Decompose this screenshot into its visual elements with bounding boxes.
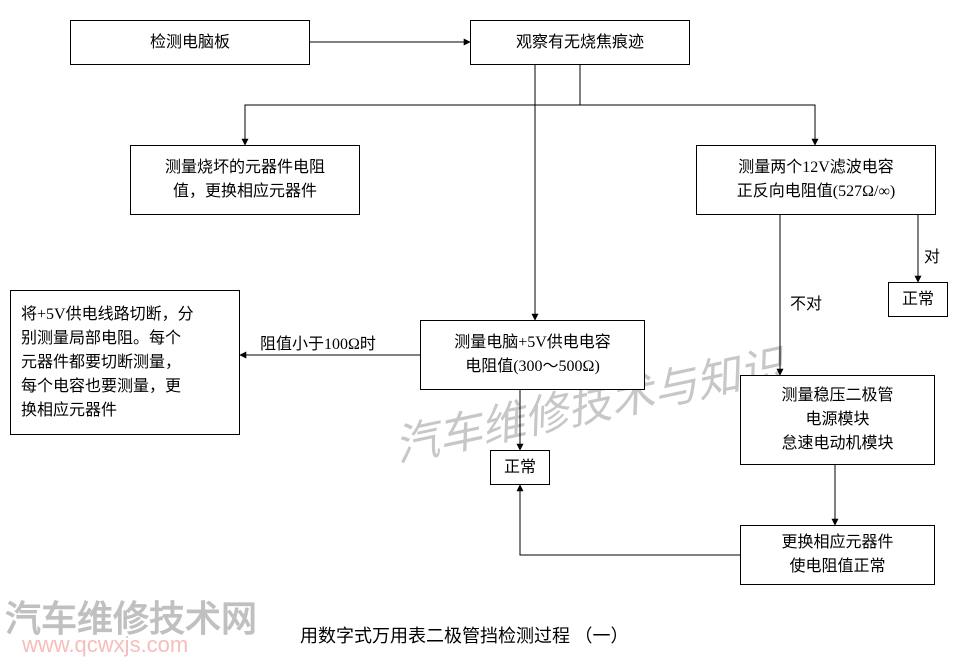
node-text: 测量电脑+5V供电电容 电阻值(300～500Ω) xyxy=(454,331,611,379)
node-cut-5v-line: 将+5V供电线路切断，分 别测量局部电阻。每个 元器件都要切断测量， 每个电容也… xyxy=(10,290,240,435)
edge-label-correct: 对 xyxy=(924,243,940,267)
node-replace-component: 更换相应元器件 使电阻值正常 xyxy=(740,525,935,585)
node-measure-12v-cap: 测量两个12V滤波电容 正反向电阻值(527Ω/∞) xyxy=(696,145,936,215)
node-text: 检测电脑板 xyxy=(150,31,230,55)
edge-label-resistance: 阻值小于100Ω时 xyxy=(260,330,376,354)
edge-n10-n8 xyxy=(520,485,740,555)
node-text: 测量烧坏的元器件电阻 值，更换相应元器件 xyxy=(165,156,325,204)
node-text: 观察有无烧焦痕迹 xyxy=(516,31,644,55)
node-text: 更换相应元器件 使电阻值正常 xyxy=(781,531,893,579)
node-text: 正常 xyxy=(902,288,934,312)
node-measure-5v-cap: 测量电脑+5V供电电容 电阻值(300～500Ω) xyxy=(420,320,645,390)
node-check-board: 检测电脑板 xyxy=(70,20,310,65)
node-text: 正常 xyxy=(504,456,536,480)
node-text: 测量稳压二极管 电源模块 怠速电动机模块 xyxy=(781,384,893,456)
node-observe-burn: 观察有无烧焦痕迹 xyxy=(470,20,690,65)
node-normal-1: 正常 xyxy=(490,450,550,485)
watermark-site-name: 汽车维修技术网 xyxy=(5,590,257,642)
node-measure-burned: 测量烧坏的元器件电阻 值，更换相应元器件 xyxy=(130,145,360,215)
node-measure-zener: 测量稳压二极管 电源模块 怠速电动机模块 xyxy=(740,375,935,465)
node-text: 测量两个12V滤波电容 正反向电阻值(527Ω/∞) xyxy=(737,156,895,204)
edge-branch-n3 xyxy=(245,105,580,145)
figure-caption: 用数字式万用表二极管挡检测过程 （一） xyxy=(300,622,629,648)
node-text: 将+5V供电线路切断，分 别测量局部电阻。每个 元器件都要切断测量， 每个电容也… xyxy=(21,303,194,423)
node-normal-2: 正常 xyxy=(888,282,948,317)
edge-branch-n4 xyxy=(580,105,815,145)
edge-label-incorrect: 不对 xyxy=(790,290,822,314)
watermark-url: www.qcwxjs.com xyxy=(22,632,188,658)
